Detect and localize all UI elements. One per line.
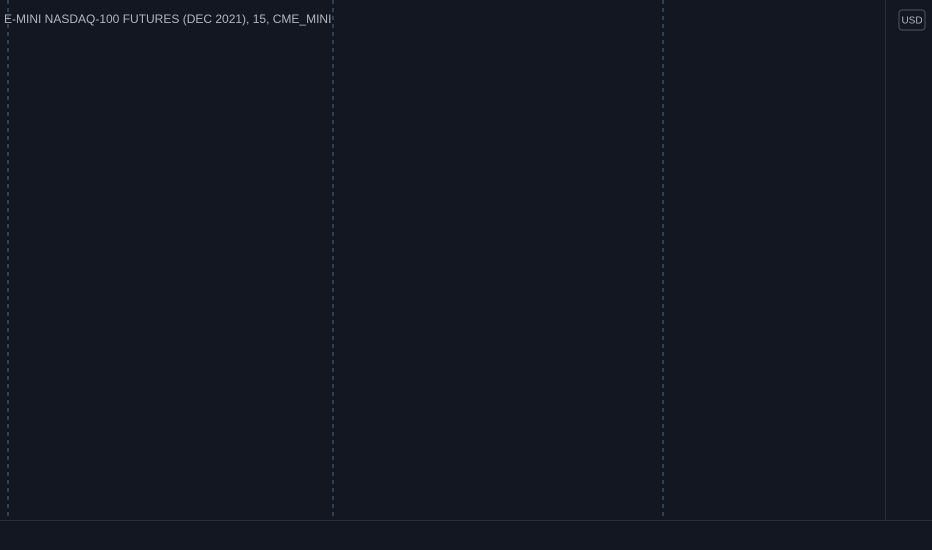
- currency[interactable]: USD: [901, 16, 922, 27]
- currency-box[interactable]: [898, 9, 926, 31]
- chart-title: E-MINI NASDAQ-100 FUTURES (DEC 2021), 15…: [4, 12, 331, 26]
